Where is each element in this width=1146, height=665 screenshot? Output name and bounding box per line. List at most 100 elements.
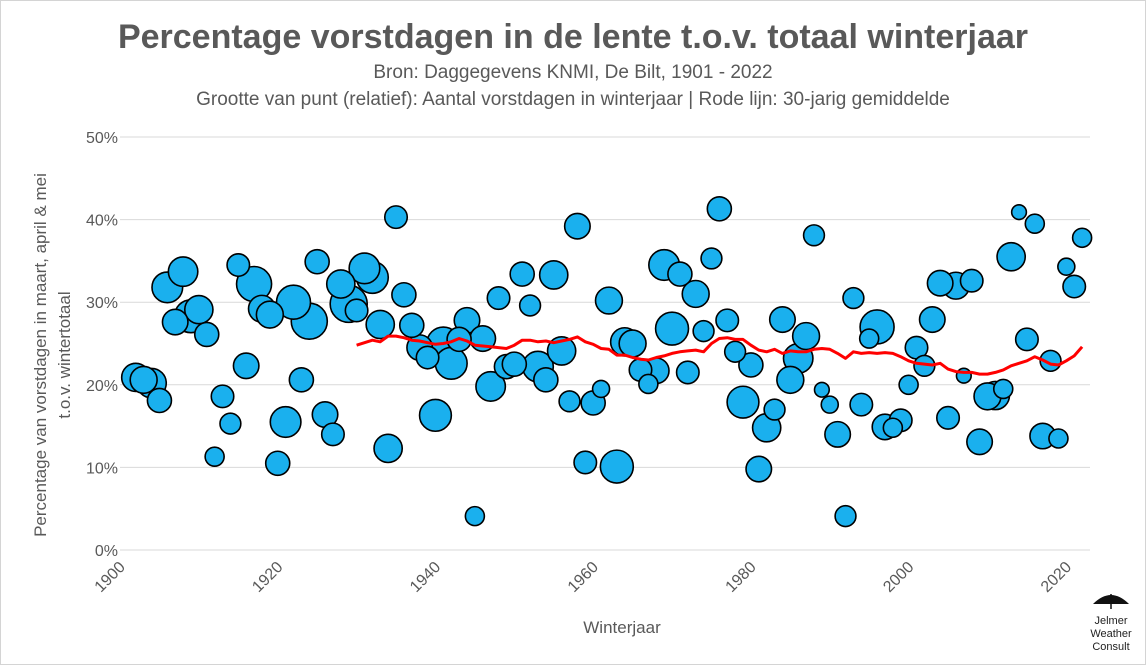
scatter-point — [348, 252, 381, 285]
scatter-point — [269, 405, 302, 439]
scatter-point — [210, 384, 235, 409]
y-axis-label-line1: Percentage van vorstdagen in maart, apri… — [31, 173, 50, 537]
y-axis-label-line2: t.o.v. wintertotaal — [55, 291, 74, 418]
scatter-point — [599, 449, 635, 484]
scatter-point — [675, 360, 700, 385]
scatter-point — [768, 306, 796, 334]
scatter-point — [926, 269, 954, 297]
scatter-point — [996, 241, 1027, 272]
logo-line-1: Jelmer — [1094, 615, 1128, 627]
scatter-point — [255, 300, 285, 329]
scatter-point — [882, 417, 904, 439]
scatter-point — [573, 450, 598, 475]
scatter-point — [706, 196, 733, 222]
x-tick-label: 1920 — [249, 559, 286, 596]
scatter-point — [563, 212, 591, 240]
scatter-point — [475, 370, 507, 402]
moving-average-line — [356, 334, 1084, 376]
scatter-point — [618, 329, 647, 358]
scatter-point — [918, 306, 946, 334]
scatter-point — [232, 352, 260, 380]
x-tick-label: 2020 — [1038, 559, 1075, 596]
scatter-point — [415, 345, 440, 370]
scatter-point — [183, 294, 214, 325]
axis-labels: Winterjaar Percentage van vorstdagen in … — [31, 173, 661, 637]
scatter-point — [226, 252, 251, 278]
y-tick-label: 40% — [86, 213, 118, 230]
scatter-point — [834, 504, 857, 528]
scatter-point — [1062, 274, 1087, 299]
scatter-point — [365, 309, 396, 340]
chart-title: Percentage vorstdagen in de lente t.o.v.… — [117, 18, 1029, 56]
scatter-point — [1048, 428, 1069, 449]
scatter-point — [501, 351, 528, 377]
scatter-point — [791, 321, 821, 351]
scatter-point — [858, 328, 880, 349]
y-tick-label: 20% — [86, 378, 118, 395]
x-tick-label: 1940 — [407, 559, 444, 596]
scatter-point — [264, 450, 291, 477]
y-tick-label: 50% — [86, 130, 118, 147]
scatter-point — [966, 428, 994, 456]
scatter-point — [464, 505, 486, 527]
y-tick-label: 10% — [86, 460, 118, 477]
scatter-point — [486, 286, 511, 311]
scatter-point — [594, 286, 624, 315]
scatter-point — [320, 422, 345, 447]
scatter-point — [1010, 204, 1028, 221]
scatter-point — [219, 412, 242, 435]
scatter-point — [842, 286, 865, 310]
scatter-point — [434, 346, 468, 381]
scatter-point — [344, 298, 369, 323]
scatter-point — [1057, 257, 1076, 276]
scatter-point — [715, 308, 740, 333]
scatter-point — [692, 319, 715, 343]
scatter-point — [776, 365, 805, 395]
scatter-point — [509, 261, 536, 287]
scatter-point — [304, 248, 330, 275]
scatter-point — [654, 311, 690, 346]
scatter-point — [959, 268, 984, 293]
scatter-point — [383, 205, 409, 230]
umbrella-icon — [1093, 594, 1129, 609]
scatter-point — [992, 378, 1014, 400]
scatter-point — [723, 340, 747, 363]
scatter-point — [824, 420, 852, 448]
scatter-point — [591, 379, 611, 399]
scatter-point — [391, 281, 417, 308]
x-tick-label: 2000 — [880, 559, 917, 596]
y-tick-label: 0% — [95, 543, 118, 560]
scatter-point — [288, 367, 315, 393]
scatter-point — [1071, 227, 1093, 249]
x-tick-label: 1960 — [565, 559, 602, 596]
scatter-point — [700, 247, 723, 270]
scatter-point — [204, 446, 225, 467]
y-tick-label: 30% — [86, 295, 118, 312]
gridlines — [120, 136, 1090, 551]
x-axis-label: Winterjaar — [583, 618, 661, 637]
scatter-point — [813, 381, 831, 398]
x-tick-label: 1900 — [92, 559, 129, 596]
scatter-point — [763, 398, 786, 421]
scatter-point — [726, 385, 760, 419]
chart-subtitle-legend: Grootte van punt (relatief): Aantal vors… — [196, 89, 950, 110]
scatter-point — [849, 392, 874, 417]
scatter-point — [738, 352, 764, 378]
scatter-point — [820, 395, 840, 414]
scatter-point — [538, 260, 569, 290]
scatter-point — [1024, 213, 1046, 235]
scatter-point — [745, 455, 773, 483]
scatter-point — [193, 321, 220, 348]
scatter-point — [373, 433, 404, 464]
moving-average-layer — [356, 334, 1084, 376]
scatter-point — [898, 374, 919, 396]
chart-subtitle-source: Bron: Daggegevens KNMI, De Bilt, 1901 - … — [373, 62, 773, 83]
scatter-point — [146, 387, 173, 414]
scatter-point — [681, 279, 710, 309]
scatter-point — [167, 256, 199, 288]
scatter-point — [129, 365, 158, 395]
scatter-point — [398, 312, 425, 339]
logo-line-3: Consult — [1092, 641, 1130, 653]
scatter-point — [418, 398, 453, 433]
